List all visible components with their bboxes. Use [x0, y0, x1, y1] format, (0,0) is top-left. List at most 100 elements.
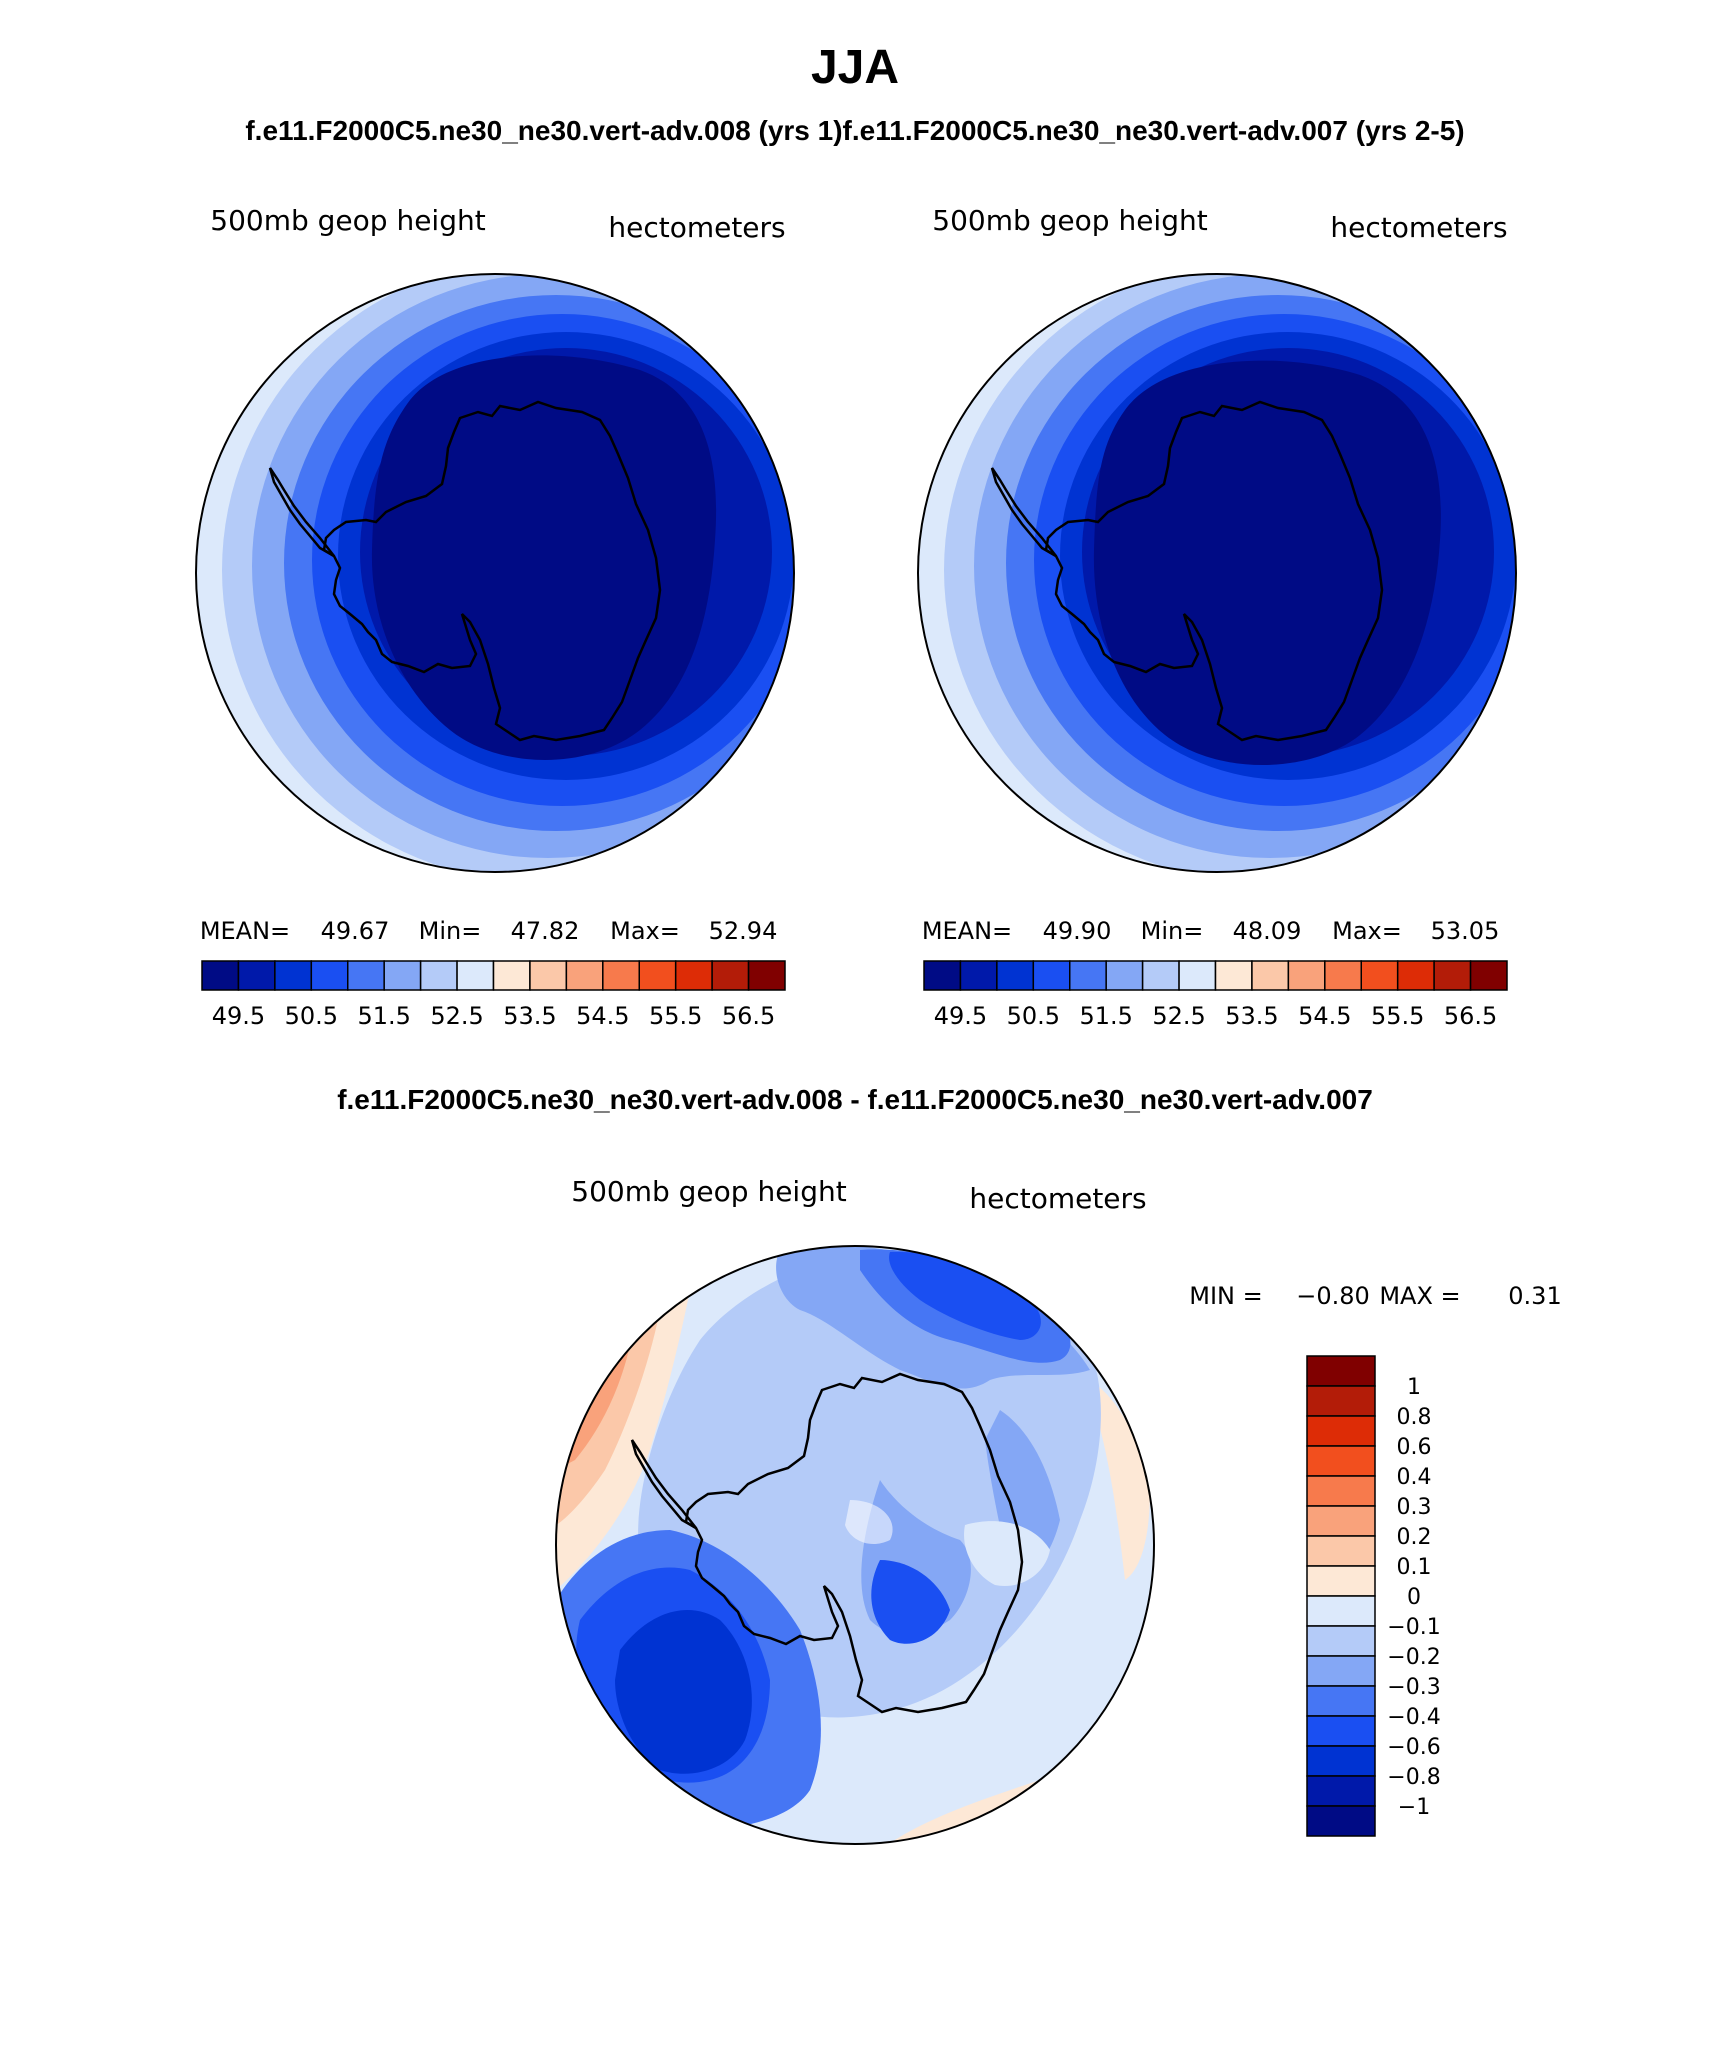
- max-value-right: 53.05: [1431, 917, 1500, 945]
- polar-map-diff: [556, 1246, 1154, 1844]
- colorbar-diff-box-1: [1306, 1385, 1376, 1417]
- colorbar-right-tick-label: 49.5: [934, 1002, 987, 1030]
- min-value-diff: −0.80: [1296, 1282, 1370, 1310]
- mean-value-right: 49.90: [1043, 917, 1112, 945]
- colorbar-right-box-5: [1105, 960, 1144, 991]
- min-value-left: 47.82: [511, 917, 580, 945]
- colorbar-diff-tick-label: 0: [1407, 1585, 1421, 1610]
- mean-value-left: 49.67: [321, 917, 390, 945]
- variable-label-diff: 500mb geop height: [571, 1175, 846, 1208]
- max-value-left: 52.94: [709, 917, 778, 945]
- map-border-right: [917, 273, 1517, 873]
- variable-label-right: 500mb geop height: [932, 204, 1207, 237]
- colorbar-left: 49.5 50.5 51.5 52.5 53.5 54.5 55.5 56.5: [201, 960, 786, 1030]
- colorbar-diff-tick-label: −0.6: [1387, 1735, 1440, 1760]
- colorbar-left-tick-label: 52.5: [430, 1002, 483, 1030]
- colorbar-diff-tick-label: −1: [1398, 1795, 1430, 1820]
- colorbar-diff-tick-label: −0.4: [1387, 1705, 1440, 1730]
- colorbar-right-box-12: [1360, 960, 1399, 991]
- colorbar-right-box-8: [1214, 960, 1253, 991]
- colorbar-left-box-13: [674, 960, 713, 991]
- colorbar-right-box-13: [1396, 960, 1435, 991]
- colorbar-diff-tick-label: 1: [1407, 1375, 1421, 1400]
- colorbar-right-box-3: [1032, 960, 1071, 991]
- colorbar-left-box-6: [419, 960, 458, 991]
- colorbar-left-box-14: [711, 960, 750, 991]
- min-label-left: Min=: [419, 917, 482, 945]
- max-label-diff: MAX =: [1379, 1282, 1460, 1310]
- colorbar-left-tick-label: 56.5: [722, 1002, 775, 1030]
- colorbar-left-tick-label: 49.5: [212, 1002, 265, 1030]
- colorbar-right-tick-label: 50.5: [1007, 1002, 1060, 1030]
- colorbar-diff-box-9: [1306, 1625, 1376, 1657]
- colorbar-right-tick-label: 54.5: [1298, 1002, 1351, 1030]
- colorbar-left-box-10: [565, 960, 604, 991]
- colorbar-diff-box-15: [1306, 1805, 1376, 1837]
- colorbar-right-box-4: [1069, 960, 1107, 991]
- min-value-right: 48.09: [1233, 917, 1302, 945]
- colorbar-right-box-14: [1433, 960, 1472, 991]
- colorbar-diff-tick-label: 0.6: [1397, 1435, 1432, 1460]
- colorbar-diff-tick-label: −0.2: [1387, 1645, 1440, 1670]
- diff-title: f.e11.F2000C5.ne30_ne30.vert-adv.008 - f…: [337, 1084, 1373, 1115]
- colorbar-left-box-3: [310, 960, 349, 991]
- colorbar-right-box-2: [996, 960, 1035, 991]
- colorbar-left-box-1: [237, 960, 276, 991]
- colorbar-right-box-0: [923, 960, 962, 991]
- colorbar-right-box-7: [1178, 960, 1217, 991]
- colorbar-diff-box-7: [1306, 1565, 1376, 1597]
- colorbar-diff-tick-label: 0.8: [1397, 1405, 1432, 1430]
- mean-label-left: MEAN=: [200, 917, 290, 945]
- units-label-right: hectometers: [1330, 211, 1507, 244]
- colorbar-diff-tick-label: −0.1: [1387, 1615, 1440, 1640]
- colorbar-left-box-9: [529, 960, 568, 991]
- colorbar-diff-box-3: [1306, 1445, 1376, 1477]
- run-titles: f.e11.F2000C5.ne30_ne30.vert-adv.008 (yr…: [245, 115, 1464, 146]
- units-label-left: hectometers: [608, 211, 785, 244]
- colorbar-right-box-10: [1287, 960, 1326, 991]
- stats-right: MEAN= 49.90 Min= 48.09 Max= 53.05: [922, 917, 1500, 945]
- min-label-right: Min=: [1141, 917, 1204, 945]
- colorbar-right-box-6: [1141, 960, 1180, 991]
- units-label-diff: hectometers: [969, 1182, 1146, 1215]
- colorbar-left-tick-label: 54.5: [576, 1002, 629, 1030]
- colorbar-diff-tick-label: 0.2: [1397, 1525, 1432, 1550]
- main-title: JJA: [811, 41, 899, 94]
- panel-right: 500mb geop height hectometers MEAN= 49.9…: [917, 204, 1517, 1030]
- colorbar-right: 49.5 50.5 51.5 52.5 53.5 54.5 55.5 56.5: [923, 960, 1508, 1030]
- max-label-left: Max=: [610, 917, 680, 945]
- colorbar-left-tick-label: 53.5: [503, 1002, 556, 1030]
- colorbar-diff-box-12: [1306, 1715, 1376, 1747]
- colorbar-right-box-11: [1324, 960, 1362, 991]
- colorbar-right-tick-label: 56.5: [1444, 1002, 1497, 1030]
- colorbar-right-box-1: [959, 960, 998, 991]
- colorbar-left-box-4: [347, 960, 385, 991]
- colorbar-diff-tick-label: 0.3: [1397, 1495, 1432, 1520]
- colorbar-diff-box-6: [1306, 1535, 1376, 1567]
- colorbar-diff-box-0: [1306, 1355, 1376, 1387]
- panel-left: 500mb geop height hectometers MEAN= 49.6…: [195, 204, 795, 1030]
- min-label-diff: MIN =: [1189, 1282, 1262, 1310]
- colorbar-left-box-12: [638, 960, 677, 991]
- colorbar-diff: 1 0.8 0.6 0.4 0.3 0.2 0.1 0 −0.1 −0.2 −0.3 −0.4 −0.6…: [1306, 1355, 1441, 1837]
- colorbar-left-box-8: [492, 960, 531, 991]
- polar-map-right: [918, 274, 1516, 872]
- colorbar-right-tick-label: 53.5: [1225, 1002, 1278, 1030]
- colorbar-diff-box-4: [1306, 1475, 1376, 1507]
- colorbar-diff-box-8: [1306, 1595, 1376, 1627]
- max-label-right: Max=: [1332, 917, 1402, 945]
- colorbar-diff-box-13: [1306, 1745, 1376, 1777]
- colorbar-left-box-2: [274, 960, 313, 991]
- colorbar-right-box-15: [1469, 960, 1508, 991]
- colorbar-diff-box-2: [1306, 1415, 1376, 1447]
- colorbar-left-tick-label: 50.5: [285, 1002, 338, 1030]
- map-border-diff: [555, 1245, 1155, 1845]
- variable-label-left: 500mb geop height: [210, 204, 485, 237]
- colorbar-right-tick-label: 51.5: [1079, 1002, 1132, 1030]
- colorbar-diff-tick-label: 0.4: [1397, 1465, 1432, 1490]
- panel-diff: 500mb geop height hectometers: [555, 1175, 1562, 1845]
- colorbar-right-box-9: [1251, 960, 1290, 991]
- polar-map-left: [196, 274, 794, 872]
- colorbar-diff-box-11: [1306, 1685, 1376, 1717]
